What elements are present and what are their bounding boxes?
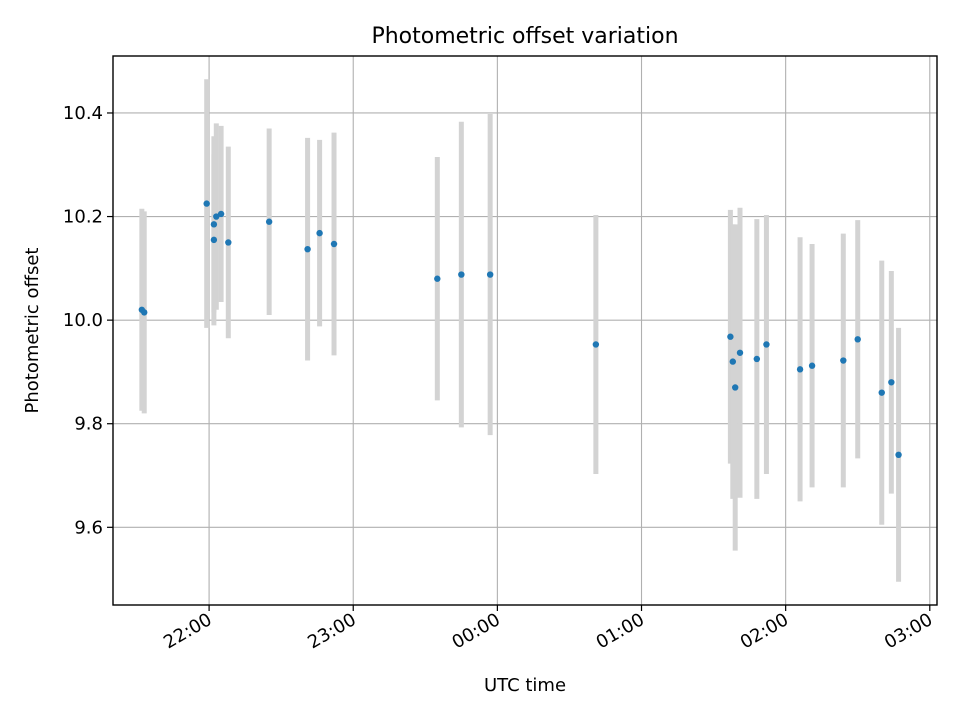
data-point [141,309,148,316]
x-tick-label: 02:00 [737,609,792,653]
data-point [458,271,465,278]
data-point [203,200,210,207]
data-point [330,240,338,248]
y-tick-label: 9.8 [74,414,103,435]
data-points [138,200,902,459]
data-point [727,333,734,340]
axis-ticks: 22:00 23:00 00:00 01:00 02:00 03:00 9.6 9.8 10.0… [63,103,936,653]
errorbars [139,79,902,582]
x-tick-label: 03:00 [881,609,936,653]
data-point [854,336,861,343]
data-point [796,366,804,373]
plot-frame [112,55,938,606]
data-point [808,362,816,369]
data-point [729,358,737,365]
data-point [732,384,739,391]
data-point [304,245,311,253]
data-point [316,229,323,237]
data-point [210,221,218,228]
y-tick-label: 10.2 [63,207,103,228]
data-point [213,213,220,220]
x-axis-label: UTC time [484,675,566,696]
x-tick-label: 01:00 [593,609,648,653]
data-point [888,379,895,386]
data-point [210,236,218,244]
y-tick-label: 10.0 [63,310,103,331]
x-tick-label: 22:00 [160,609,215,653]
data-point [878,389,885,396]
data-point [753,355,761,363]
x-tick-label: 23:00 [304,609,359,653]
grid [113,56,937,605]
data-point [736,349,744,356]
data-point [217,210,225,218]
data-point [840,357,847,364]
data-point [434,275,441,282]
data-point [763,341,770,348]
x-tick-label: 00:00 [448,609,503,653]
y-tick-label: 9.6 [74,517,103,538]
y-axis-label: Photometric offset [22,248,43,414]
chart-title: Photometric offset variation [371,24,678,49]
data-point [895,451,902,459]
data-point [592,341,600,348]
data-point [265,218,273,225]
y-tick-label: 10.4 [63,103,103,124]
data-point [225,239,232,246]
data-point [486,271,494,278]
